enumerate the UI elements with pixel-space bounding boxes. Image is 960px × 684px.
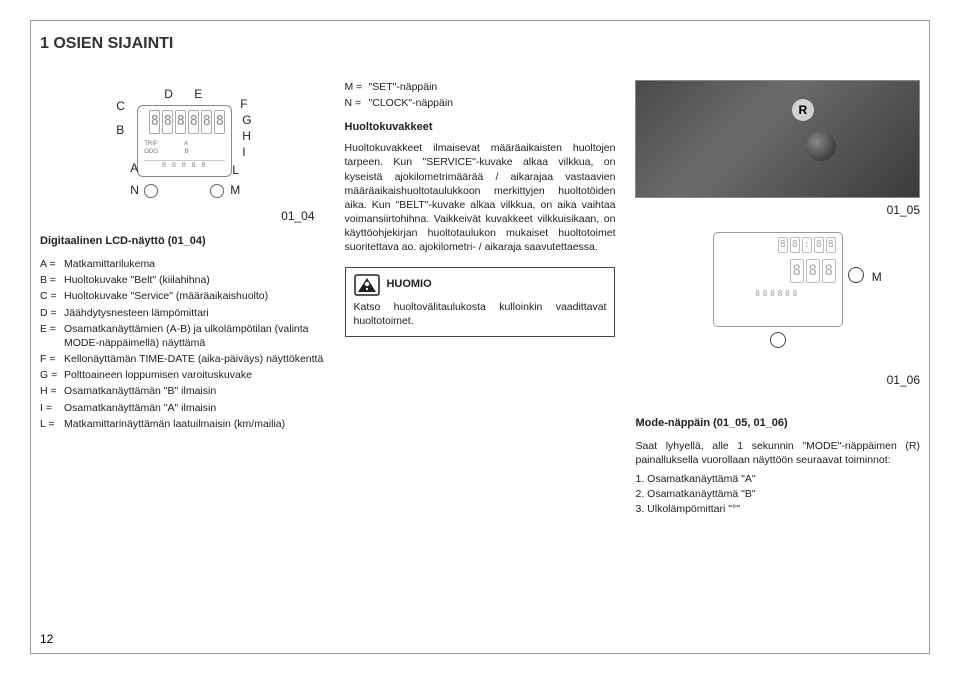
- mode-paragraph: Saat lyhyellä, alle 1 sekunnin "MODE"-nä…: [635, 439, 920, 467]
- label-A: A: [130, 160, 138, 176]
- lcd-small-diagram: 88:88 888 888888 M: [713, 232, 843, 327]
- definition-list: A =Matkamittarilukema B =Huoltokuvake "B…: [40, 257, 325, 431]
- huomio-box: HUOMIO Katso huoltovälitaulukosta kulloi…: [345, 267, 616, 337]
- button-M-small: [848, 267, 864, 283]
- huoltokuvakkeet-text: Huoltokuvakkeet ilmaisevat määräaikaiste…: [345, 141, 616, 254]
- figure-number-1: 01_04: [40, 208, 325, 224]
- button-N: [144, 184, 158, 198]
- figure-number-2: 01_05: [635, 202, 920, 218]
- column-3: R 01_05 88:88 888 888888 M 01_06 Mode-nä…: [635, 80, 920, 644]
- label-I: I: [242, 144, 245, 160]
- lcd-diagram: 888 888 TRIP AODO B 8 8 8 8 8 C D E F B …: [82, 80, 282, 200]
- label-M-small: M: [872, 269, 882, 285]
- page-title: 1 OSIEN SIJAINTI: [40, 35, 173, 53]
- mode-list: 1. Osamatkanäyttämä "A" 2. Osamatkanäytt…: [635, 472, 920, 517]
- mode-knob: [806, 131, 836, 161]
- label-G: G: [242, 112, 251, 128]
- label-L: L: [232, 162, 239, 178]
- list-item: 3. Ulkolämpömittari "°": [635, 502, 920, 516]
- list-item: 2. Osamatkanäyttämä "B": [635, 487, 920, 501]
- column-2: M ="SET"-näppäin N ="CLOCK"-näppäin Huol…: [345, 80, 616, 644]
- label-D: D: [164, 86, 173, 102]
- label-B: B: [116, 122, 124, 138]
- photo-mode-button: R: [635, 80, 920, 198]
- content-columns: 888 888 TRIP AODO B 8 8 8 8 8 C D E F B …: [40, 80, 920, 644]
- label-R: R: [792, 99, 814, 121]
- label-N: N: [130, 182, 139, 198]
- label-E: E: [194, 86, 202, 102]
- huomio-body: Katso huoltovälitaulukosta kulloinkin va…: [354, 300, 607, 328]
- lcd-section-title: Digitaalinen LCD-näyttö (01_04): [40, 234, 325, 249]
- label-H: H: [242, 128, 251, 144]
- huoltokuvakkeet-heading: Huoltokuvakkeet: [345, 120, 616, 135]
- list-item: 1. Osamatkanäyttämä "A": [635, 472, 920, 486]
- mode-heading: Mode-näppäin (01_05, 01_06): [635, 416, 920, 431]
- label-F: F: [240, 96, 247, 112]
- page-number: 12: [40, 632, 53, 646]
- figure-number-3: 01_06: [635, 372, 920, 388]
- button-M: [210, 184, 224, 198]
- label-C: C: [116, 98, 125, 114]
- lcd-body: 888 888 TRIP AODO B 8 8 8 8 8: [137, 105, 232, 177]
- huomio-title: HUOMIO: [386, 277, 431, 292]
- button-clock-small: [770, 332, 786, 348]
- warning-icon: [354, 274, 380, 296]
- label-M: M: [230, 182, 240, 198]
- column-1: 888 888 TRIP AODO B 8 8 8 8 8 C D E F B …: [40, 80, 325, 644]
